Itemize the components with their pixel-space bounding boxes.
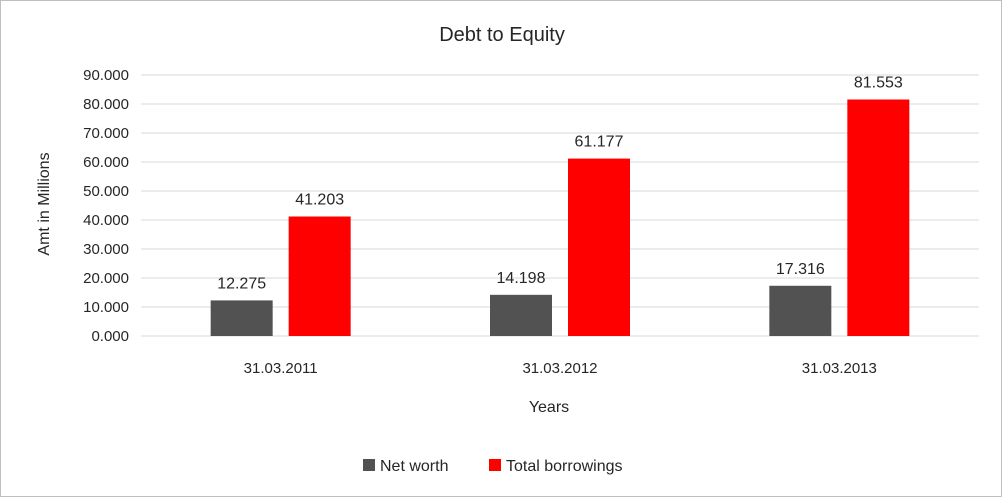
- y-tick-label: 10.000: [83, 299, 129, 316]
- chart-title: Debt to Equity: [439, 24, 565, 46]
- legend: Net worth Total borrowings: [363, 458, 623, 475]
- bar-net-worth: [490, 294, 552, 336]
- data-label: 14.198: [497, 270, 546, 287]
- legend-swatch: [363, 459, 375, 471]
- data-label: 12.275: [217, 275, 266, 292]
- y-tick-label: 60.000: [83, 154, 129, 171]
- y-tick-label: 30.000: [83, 241, 129, 258]
- y-tick-label: 90.000: [83, 67, 129, 84]
- bar-net-worth: [769, 285, 832, 336]
- x-axis-ticks: 31.03.2011 31.03.2012 31.03.2013: [244, 360, 877, 377]
- legend-label: Net worth: [380, 458, 448, 475]
- bars: [210, 99, 910, 336]
- bar-net-worth: [210, 300, 273, 336]
- y-tick-label: 70.000: [83, 125, 129, 142]
- y-axis-title: Amt in Millions: [36, 152, 53, 255]
- bar-total-borrowings: [847, 99, 910, 336]
- x-tick-label: 31.03.2012: [522, 360, 597, 377]
- y-axis-ticks: 0.000 10.000 20.000 30.000 40.000 50.000 60.00…: [83, 67, 129, 345]
- data-label: 81.553: [854, 74, 903, 91]
- legend-label: Total borrowings: [506, 458, 623, 475]
- y-tick-label: 50.000: [83, 183, 129, 200]
- data-labels: 12.275 41.203 14.198 61.177 17.316 81.553: [217, 74, 903, 292]
- y-tick-label: 20.000: [83, 270, 129, 287]
- y-tick-label: 0.000: [91, 328, 129, 345]
- data-label: 17.316: [776, 261, 825, 278]
- x-axis-title: Years: [529, 399, 569, 416]
- x-tick-label: 31.03.2013: [802, 360, 877, 377]
- gridlines: [141, 74, 979, 337]
- x-tick-label: 31.03.2011: [244, 360, 318, 377]
- bar-total-borrowings: [288, 216, 351, 336]
- legend-swatch: [489, 459, 501, 471]
- y-tick-label: 40.000: [83, 212, 129, 229]
- y-tick-label: 80.000: [83, 96, 129, 113]
- data-label: 61.177: [575, 134, 624, 151]
- data-label: 41.203: [295, 192, 344, 209]
- bar-total-borrowings: [568, 158, 630, 336]
